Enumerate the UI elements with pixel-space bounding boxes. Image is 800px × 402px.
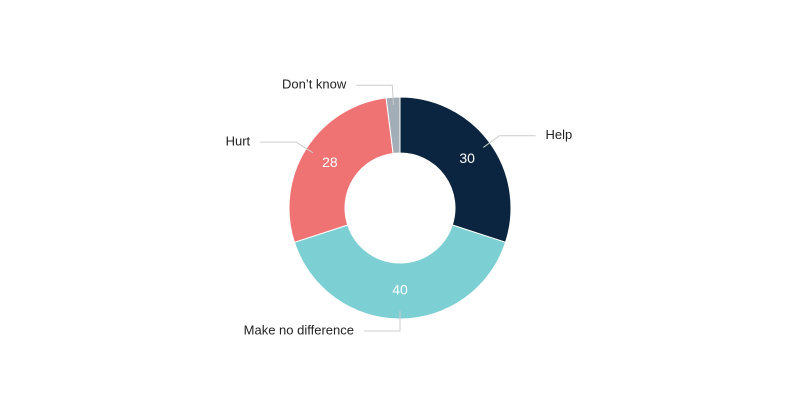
value-label: 28 bbox=[322, 154, 338, 170]
leader-line bbox=[260, 141, 314, 154]
value-label: 30 bbox=[459, 150, 475, 166]
category-label: Make no difference bbox=[244, 322, 354, 337]
value-label: 40 bbox=[392, 282, 408, 298]
category-label: Help bbox=[546, 127, 573, 142]
slice bbox=[293, 224, 507, 320]
slice bbox=[399, 96, 512, 243]
leader-line bbox=[364, 311, 401, 332]
category-label: Hurt bbox=[226, 134, 251, 149]
slice bbox=[288, 97, 394, 243]
slice bbox=[385, 96, 401, 154]
leader-line bbox=[356, 84, 395, 106]
leader-line bbox=[483, 135, 536, 148]
category-label: Don’t know bbox=[282, 77, 347, 92]
